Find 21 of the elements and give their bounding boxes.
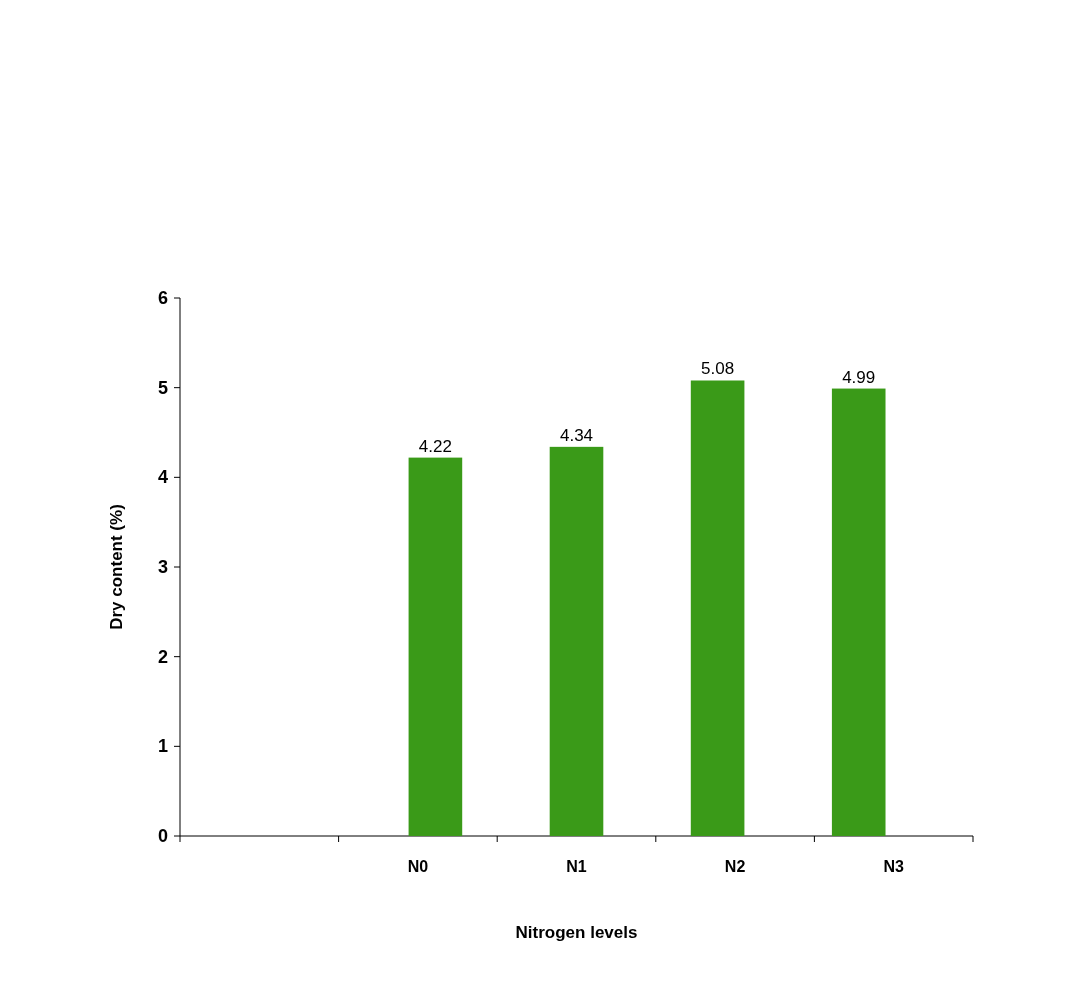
data-label: 4.34 bbox=[559, 425, 594, 445]
data-label: 4.22 bbox=[418, 436, 452, 456]
bar bbox=[408, 457, 463, 836]
y-axis-title: Dry content (%) bbox=[107, 504, 126, 630]
data-label: 4.99 bbox=[842, 367, 876, 387]
bar bbox=[549, 446, 604, 836]
x-tick-label: N2 bbox=[724, 858, 746, 875]
x-tick-label: N1 bbox=[566, 858, 587, 875]
y-tick-label: 0 bbox=[157, 826, 168, 846]
x-tick-label: N3 bbox=[883, 858, 905, 875]
y-tick-label: 1 bbox=[157, 736, 168, 757]
data-label: 5.08 bbox=[701, 359, 735, 379]
y-tick-label: 2 bbox=[157, 646, 168, 667]
bar bbox=[690, 380, 745, 836]
y-tick-label: 3 bbox=[157, 557, 168, 577]
x-tick-label: N0 bbox=[407, 858, 429, 875]
y-tick-label: 5 bbox=[157, 377, 168, 398]
y-tick-label: 4 bbox=[157, 467, 168, 488]
bar bbox=[831, 388, 886, 836]
y-tick-label: 6 bbox=[157, 288, 168, 308]
x-axis-title: Nitrogen levels bbox=[515, 923, 638, 942]
